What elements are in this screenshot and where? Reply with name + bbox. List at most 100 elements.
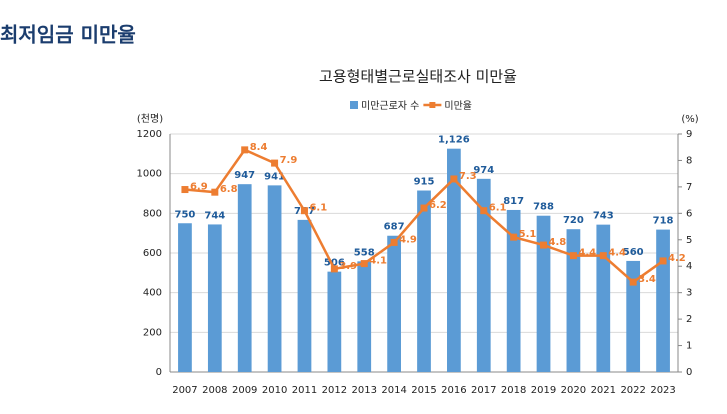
x-tick-label: 2007 — [172, 385, 197, 396]
x-tick-label: 2015 — [411, 385, 436, 396]
bar-value-label: 720 — [563, 215, 584, 226]
line-value-label: 4.2 — [668, 253, 686, 264]
bar-value-label: 947 — [234, 170, 255, 181]
x-tick-label: 2021 — [591, 385, 616, 396]
bar — [476, 178, 491, 372]
bar — [447, 148, 461, 372]
line-value-label: 6.2 — [429, 200, 447, 211]
y2-tick-label: 0 — [686, 367, 692, 378]
y2-tick-label: 8 — [686, 155, 692, 166]
line-value-label: 8.4 — [250, 142, 268, 153]
y2-tick-label: 1 — [686, 341, 692, 352]
y-tick-label: 400 — [143, 288, 162, 299]
bar — [626, 260, 641, 372]
line-marker — [360, 260, 368, 268]
y2-tick-label: 6 — [686, 208, 692, 219]
y-tick-label: 600 — [143, 248, 162, 259]
bar-value-label: 506 — [324, 258, 345, 269]
line-marker — [271, 159, 279, 167]
bar-value-label: 560 — [623, 247, 644, 258]
line-marker — [480, 207, 488, 215]
line-value-label: 5.1 — [519, 229, 537, 240]
bar — [357, 261, 372, 372]
line-marker — [599, 252, 607, 260]
x-tick-label: 2011 — [292, 385, 317, 396]
bar — [417, 190, 431, 372]
x-tick-label: 2023 — [650, 385, 675, 396]
x-tick-label: 2016 — [441, 385, 466, 396]
legend-swatch — [429, 102, 436, 108]
y2-axis-label: (%) — [681, 114, 698, 125]
bar — [297, 219, 312, 372]
line-marker — [330, 265, 338, 273]
line-value-label: 4.4 — [608, 248, 626, 259]
line-marker — [450, 175, 458, 183]
legend-label: 미만율 — [444, 100, 472, 112]
bar-value-label: 915 — [414, 177, 435, 188]
y-tick-label: 200 — [143, 327, 162, 338]
page-title: 최저임금 미만율 — [0, 23, 136, 47]
x-tick-label: 2020 — [561, 385, 586, 396]
bar-value-label: 941 — [264, 171, 285, 182]
bar — [536, 215, 551, 372]
line-marker — [390, 238, 398, 246]
y-tick-label: 1200 — [137, 129, 162, 140]
bar — [566, 229, 581, 372]
line-value-label: 6.9 — [190, 182, 208, 193]
chart-title: 고용형태별근로실태조사 미만율 — [319, 68, 517, 86]
bar — [178, 223, 192, 372]
y-axis-label: (천명) — [137, 113, 163, 125]
line-marker — [300, 207, 308, 215]
bar — [237, 184, 252, 372]
line-value-label: 7.3 — [459, 171, 477, 182]
x-tick-label: 2018 — [501, 385, 526, 396]
line-marker — [659, 257, 667, 265]
line-value-label: 6.1 — [309, 203, 327, 214]
x-tick-label: 2019 — [531, 385, 556, 396]
bar-value-label: 817 — [503, 196, 524, 207]
line-marker — [510, 233, 518, 241]
bar — [387, 235, 401, 372]
bar — [506, 209, 521, 372]
line-marker — [420, 204, 428, 212]
x-tick-label: 2008 — [202, 385, 227, 396]
y2-tick-label: 2 — [686, 314, 692, 325]
line-marker — [629, 278, 637, 286]
bar-value-label: 750 — [175, 209, 196, 220]
line-value-label: 3.4 — [638, 274, 656, 285]
bar — [656, 229, 670, 372]
bar — [596, 224, 611, 372]
line-value-label: 6.1 — [489, 203, 507, 214]
x-tick-label: 2009 — [232, 385, 257, 396]
line-marker — [540, 241, 548, 249]
bar-value-label: 744 — [204, 210, 225, 221]
line-value-label: 6.8 — [220, 184, 238, 195]
bar — [207, 224, 222, 372]
line-value-label: 4.4 — [578, 248, 596, 259]
line-marker — [211, 188, 219, 196]
line-marker — [181, 186, 189, 194]
x-tick-label: 2014 — [381, 385, 406, 396]
y-tick-label: 0 — [156, 367, 162, 378]
bar — [267, 185, 282, 372]
y-tick-label: 1000 — [137, 169, 162, 180]
bar-value-label: 1,126 — [438, 135, 470, 146]
legend-swatch — [350, 101, 358, 109]
line-value-label: 3.9 — [339, 261, 357, 272]
line-value-label: 4.1 — [369, 256, 387, 267]
y2-tick-label: 4 — [686, 261, 692, 272]
bar-value-label: 974 — [473, 165, 494, 176]
line-marker — [241, 146, 249, 154]
x-tick-label: 2010 — [262, 385, 287, 396]
x-tick-label: 2012 — [322, 385, 347, 396]
y2-tick-label: 3 — [686, 288, 692, 299]
line-value-label: 7.9 — [280, 155, 298, 166]
x-tick-label: 2017 — [471, 385, 496, 396]
bar-value-label: 743 — [593, 211, 614, 222]
y2-tick-label: 7 — [686, 182, 692, 193]
bar — [327, 271, 342, 372]
bar-value-label: 788 — [533, 202, 554, 213]
x-tick-label: 2013 — [352, 385, 377, 396]
line-value-label: 4.8 — [549, 237, 567, 248]
